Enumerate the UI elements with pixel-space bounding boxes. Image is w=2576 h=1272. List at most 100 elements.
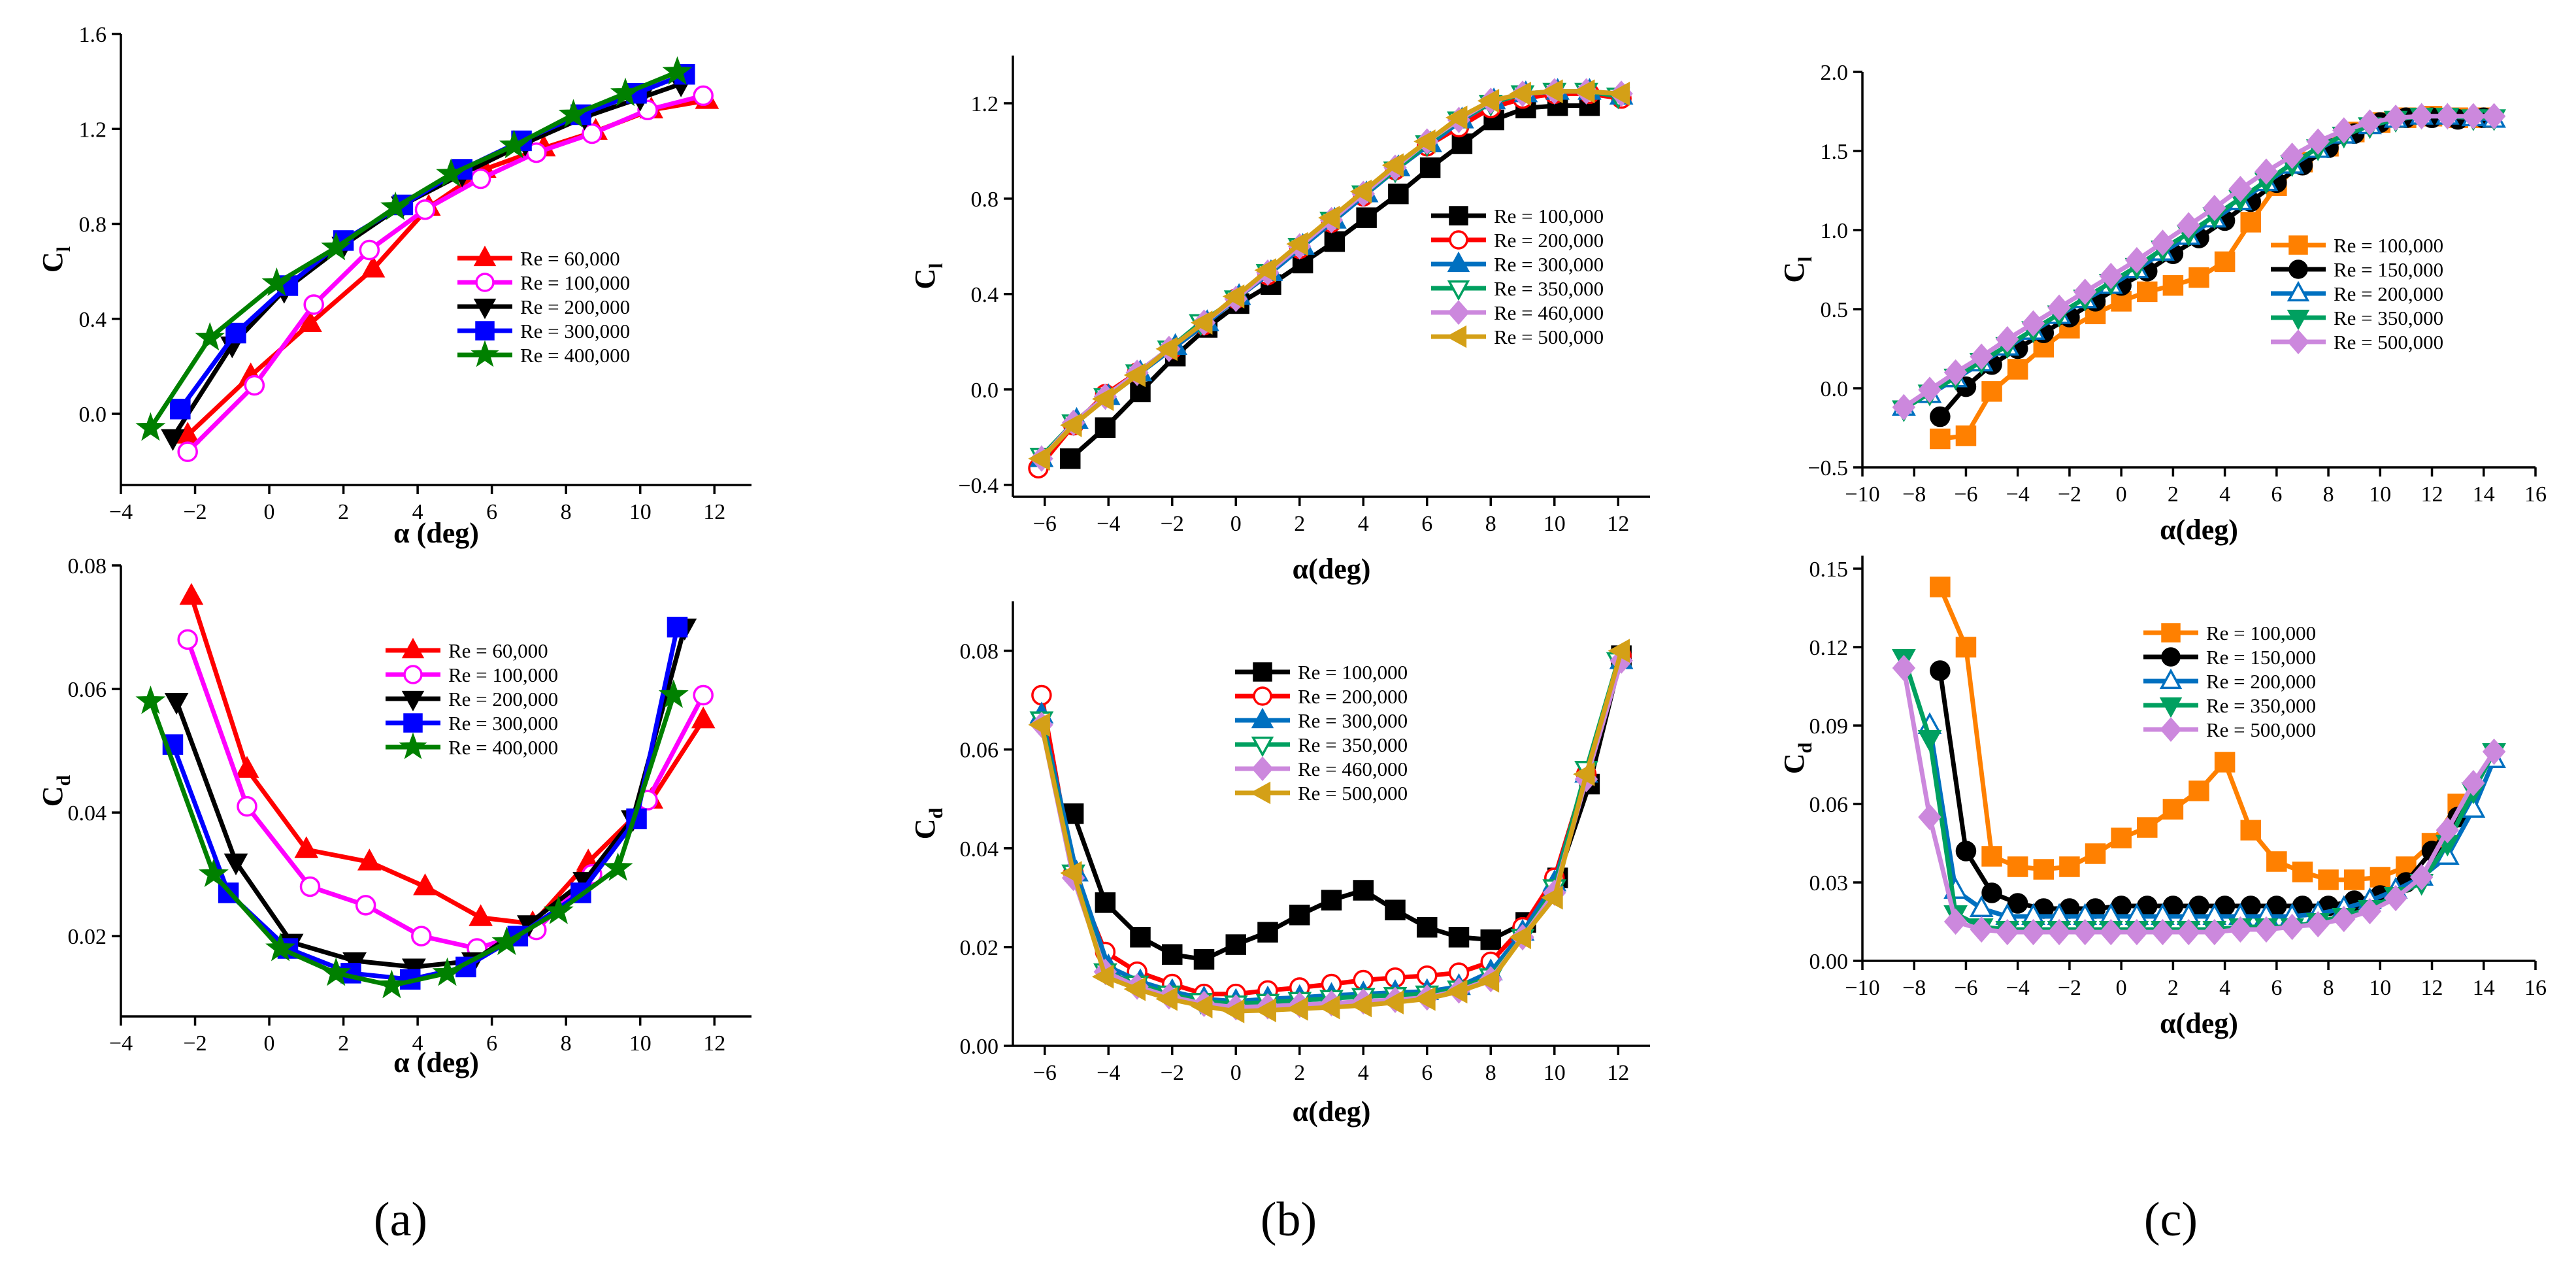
data-point [1451, 133, 1473, 154]
data-point [376, 969, 407, 999]
legend-label: Re = 350,000 [2206, 694, 2316, 717]
series-5 [135, 679, 689, 999]
x-tick-label: 6 [1421, 512, 1432, 536]
data-point [1318, 205, 1340, 230]
y-tick-label: −0.5 [1808, 456, 1848, 480]
legend-swatch-marker [401, 637, 425, 659]
data-point [2188, 780, 2209, 801]
data-point [2409, 103, 2434, 129]
data-point [1031, 684, 1052, 706]
data-point [1608, 639, 1630, 663]
data-point [2137, 281, 2158, 303]
data-point [2396, 856, 2417, 877]
data-point [177, 441, 198, 462]
data-point [1123, 977, 1146, 1001]
data-point [2254, 158, 2278, 185]
y-axis-title-sub: l [1794, 256, 1816, 261]
x-tick-label: 8 [1485, 1061, 1496, 1085]
data-point [1385, 899, 1406, 920]
data-point [1892, 654, 1916, 682]
x-tick-label: 10 [2369, 976, 2391, 1000]
data-point [303, 294, 324, 315]
x-tick-label: 2 [338, 500, 349, 524]
y-tick-label: 2.0 [1821, 61, 1849, 85]
data-point [1448, 927, 1470, 948]
y-axis-title-sub: d [925, 807, 947, 818]
data-point [1943, 359, 1968, 386]
data-point [1413, 986, 1436, 1011]
data-point [1091, 387, 1114, 411]
y-tick-label: 0.12 [1809, 636, 1849, 660]
data-point [2384, 105, 2407, 131]
data-point [2462, 103, 2485, 129]
data-point [658, 679, 689, 709]
chart-c-cd: −10 −8 −6 −4 −2 0 2 4 6 8 10 12 14 16 0.00 0.03 0.06 0.09… [1778, 556, 2547, 1039]
data-point [2358, 109, 2382, 136]
data-point [2306, 911, 2330, 938]
data-point [1356, 207, 1377, 228]
x-axis-title: α(deg) [1293, 553, 1371, 585]
data-point [298, 310, 322, 333]
data-point [1321, 890, 1342, 911]
legend-swatch-marker [1249, 781, 1271, 805]
data-point [164, 692, 189, 715]
data-point [1130, 927, 1151, 948]
series-6 [1028, 79, 1630, 471]
y-axis-title-main: C [1778, 262, 1810, 283]
data-point [1191, 994, 1213, 1018]
data-point [1257, 922, 1278, 943]
data-point [2332, 905, 2356, 933]
data-point [662, 56, 693, 85]
data-point [2059, 856, 2080, 877]
y-axis-title: Cl [909, 263, 947, 289]
data-point [432, 957, 463, 986]
data-point [1541, 885, 1563, 910]
data-point [2203, 918, 2226, 946]
data-point [1349, 179, 1372, 204]
data-point [2254, 916, 2278, 943]
data-point [1155, 337, 1178, 361]
legend-swatch-marker [2161, 647, 2181, 667]
y-tick-label: 0.02 [960, 936, 999, 960]
data-point [2151, 918, 2175, 946]
data-point [2021, 310, 2045, 337]
data-point [402, 958, 426, 980]
legend-swatch-marker [399, 732, 427, 760]
x-tick-label: 10 [629, 1031, 652, 1056]
x-tick-label: 4 [412, 500, 423, 524]
data-point [1480, 929, 1501, 950]
data-point [2177, 212, 2200, 239]
data-point [1060, 413, 1082, 437]
y-tick-label: 0.0 [1821, 377, 1849, 401]
data-point [1028, 712, 1050, 737]
data-point [2280, 913, 2304, 941]
data-point [1996, 326, 2019, 353]
data-point [1483, 109, 1504, 131]
legend-swatch-marker [1447, 280, 1470, 301]
series-5 [1892, 654, 2506, 946]
legend-swatch-marker [2160, 717, 2182, 742]
legend-swatch-marker [1253, 686, 1272, 706]
legend-label: Re = 100,000 [1494, 205, 1604, 227]
x-tick-label: 16 [2524, 482, 2547, 507]
data-point [2151, 229, 2175, 256]
series-line [189, 595, 706, 926]
legend-swatch-marker [475, 321, 495, 341]
legend-swatch-marker [1447, 300, 1470, 325]
x-tick-label: 4 [2219, 482, 2230, 507]
data-point [1970, 916, 1993, 943]
data-point [198, 858, 229, 888]
x-tick-label: 4 [2219, 976, 2230, 1000]
data-point [2073, 918, 2097, 946]
x-tick-label: −10 [1845, 482, 1879, 507]
data-point [2214, 251, 2236, 273]
data-point [436, 158, 467, 187]
x-tick-label: 4 [1358, 1061, 1369, 1085]
data-point [603, 852, 633, 881]
data-point [1955, 841, 1977, 862]
data-point [2462, 769, 2485, 797]
x-axis-title: α(deg) [2160, 1007, 2238, 1039]
data-point [1477, 88, 1500, 113]
data-point [1095, 892, 1116, 913]
